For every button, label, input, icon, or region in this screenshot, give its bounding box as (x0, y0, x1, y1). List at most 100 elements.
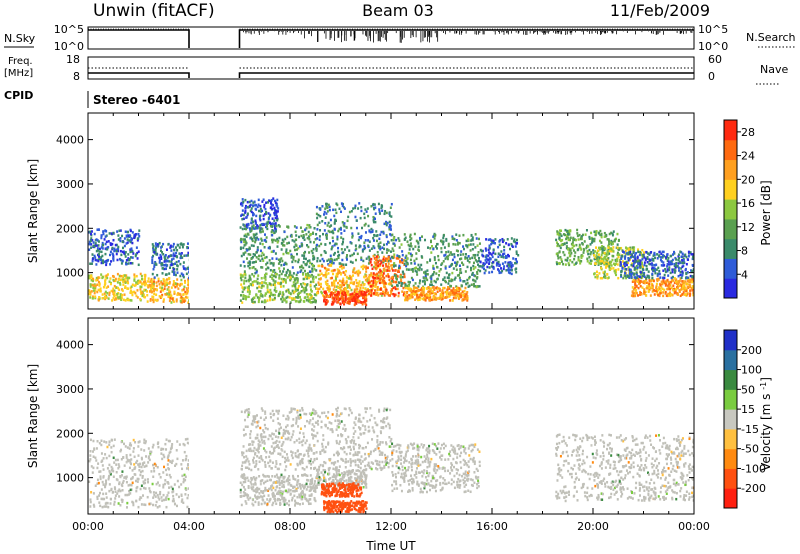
scatter-pixel (162, 253, 165, 256)
scatter-pixel (368, 276, 371, 279)
scatter-pixel (626, 247, 629, 250)
scatter-pixel (305, 263, 308, 267)
scatter-pixel (371, 230, 374, 234)
scatter-pixel (157, 280, 160, 283)
scatter-pixel (390, 282, 393, 286)
scatter-pixel (248, 285, 251, 288)
scatter-pixel (600, 232, 603, 236)
scatter-pixel (310, 288, 313, 291)
scatter-pixel (674, 280, 677, 284)
scatter-pixel (484, 259, 487, 262)
scatter-pixel (378, 279, 381, 282)
scatter-pixel (611, 241, 614, 244)
scatter-pixel (339, 273, 342, 276)
scatter-pixel (381, 279, 384, 282)
scatter-pixel (432, 298, 435, 301)
scatter-pixel (658, 287, 661, 291)
scatter-pixel (109, 277, 112, 280)
scatter-pixel (599, 233, 602, 237)
scatter-pixel (356, 281, 359, 285)
scatter-pixel (432, 286, 435, 289)
scatter-pixel (513, 238, 516, 241)
scatter-pixel (403, 275, 406, 279)
scatter-pixel (465, 297, 468, 301)
scatter-pixel (379, 269, 382, 273)
scatter-pixel (298, 235, 301, 239)
scatter-pixel (456, 274, 459, 277)
scatter-pixel (250, 298, 253, 302)
scatter-pixel (152, 248, 155, 251)
scatter-pixel (123, 278, 126, 281)
scatter-pixel (404, 296, 407, 300)
scatter-pixel (110, 289, 113, 293)
scatter-pixel (167, 282, 170, 285)
scatter-pixel (686, 292, 689, 295)
scatter-pixel (474, 274, 477, 278)
scatter-pixel (465, 244, 468, 247)
scatter-pixel (616, 246, 619, 249)
scatter-pixel (105, 234, 108, 237)
scatter-pixel (497, 252, 500, 255)
scatter-pixel (372, 281, 375, 285)
scatter-pixel (296, 271, 299, 274)
scatter-pixel (567, 238, 570, 242)
scatter-pixel (421, 289, 424, 292)
scatter-pixel (378, 210, 381, 213)
scatter-pixel (450, 291, 453, 295)
scatter-pixel (686, 271, 689, 274)
scatter-pixel (384, 257, 387, 260)
scatter-pixel (266, 288, 269, 292)
scatter-pixel (397, 291, 400, 295)
scatter-pixel (390, 228, 393, 231)
scatter-pixel (289, 275, 292, 279)
scatter-pixel (162, 289, 165, 292)
scatter-pixel (178, 246, 181, 249)
scatter-pixel (605, 262, 608, 266)
scatter-pixel (273, 199, 276, 203)
scatter-pixel (90, 243, 93, 246)
scatter-pixel (102, 261, 105, 265)
scatter-pixel (264, 275, 267, 279)
scatter-pixel (444, 290, 447, 294)
power-data (88, 113, 694, 309)
scatter-pixel (370, 292, 373, 295)
scatter-pixel (378, 212, 381, 215)
scatter-pixel (601, 276, 604, 280)
scatter-pixel (510, 262, 513, 265)
scatter-pixel (159, 290, 162, 293)
scatter-pixel (662, 261, 665, 264)
scatter-pixel (252, 201, 255, 204)
scatter-pixel (427, 286, 430, 289)
scatter-pixel (274, 209, 277, 212)
scatter-pixel (186, 289, 189, 292)
scatter-pixel (277, 224, 280, 227)
scatter-pixel (340, 264, 343, 268)
scatter-pixel (664, 281, 667, 285)
scatter-pixel (373, 246, 376, 250)
scatter-pixel (165, 260, 168, 263)
scatter-pixel (410, 262, 413, 265)
scatter-pixel (483, 271, 486, 275)
scatter-pixel (400, 282, 403, 285)
scatter-pixel (687, 258, 690, 261)
scatter-pixel (462, 233, 465, 237)
scatter-pixel (379, 262, 382, 266)
scatter-pixel (144, 280, 147, 283)
scatter-pixel (432, 264, 435, 268)
scatter-pixel (170, 249, 173, 252)
scatter-pixel (170, 286, 173, 289)
scatter-pixel (510, 242, 513, 246)
scatter-pixel (95, 244, 98, 247)
scatter-pixel (255, 269, 258, 273)
freq-line (88, 72, 694, 78)
scatter-pixel (241, 301, 244, 304)
scatter-pixel (373, 261, 376, 264)
scatter-pixel (262, 284, 265, 288)
scatter-pixel (294, 277, 297, 280)
scatter-pixel (112, 444, 115, 448)
scatter-pixel (474, 246, 477, 249)
scatter-pixel (616, 251, 619, 255)
scatter-pixel (408, 289, 411, 292)
scatter-pixel (612, 267, 615, 270)
scatter-pixel (319, 259, 322, 263)
